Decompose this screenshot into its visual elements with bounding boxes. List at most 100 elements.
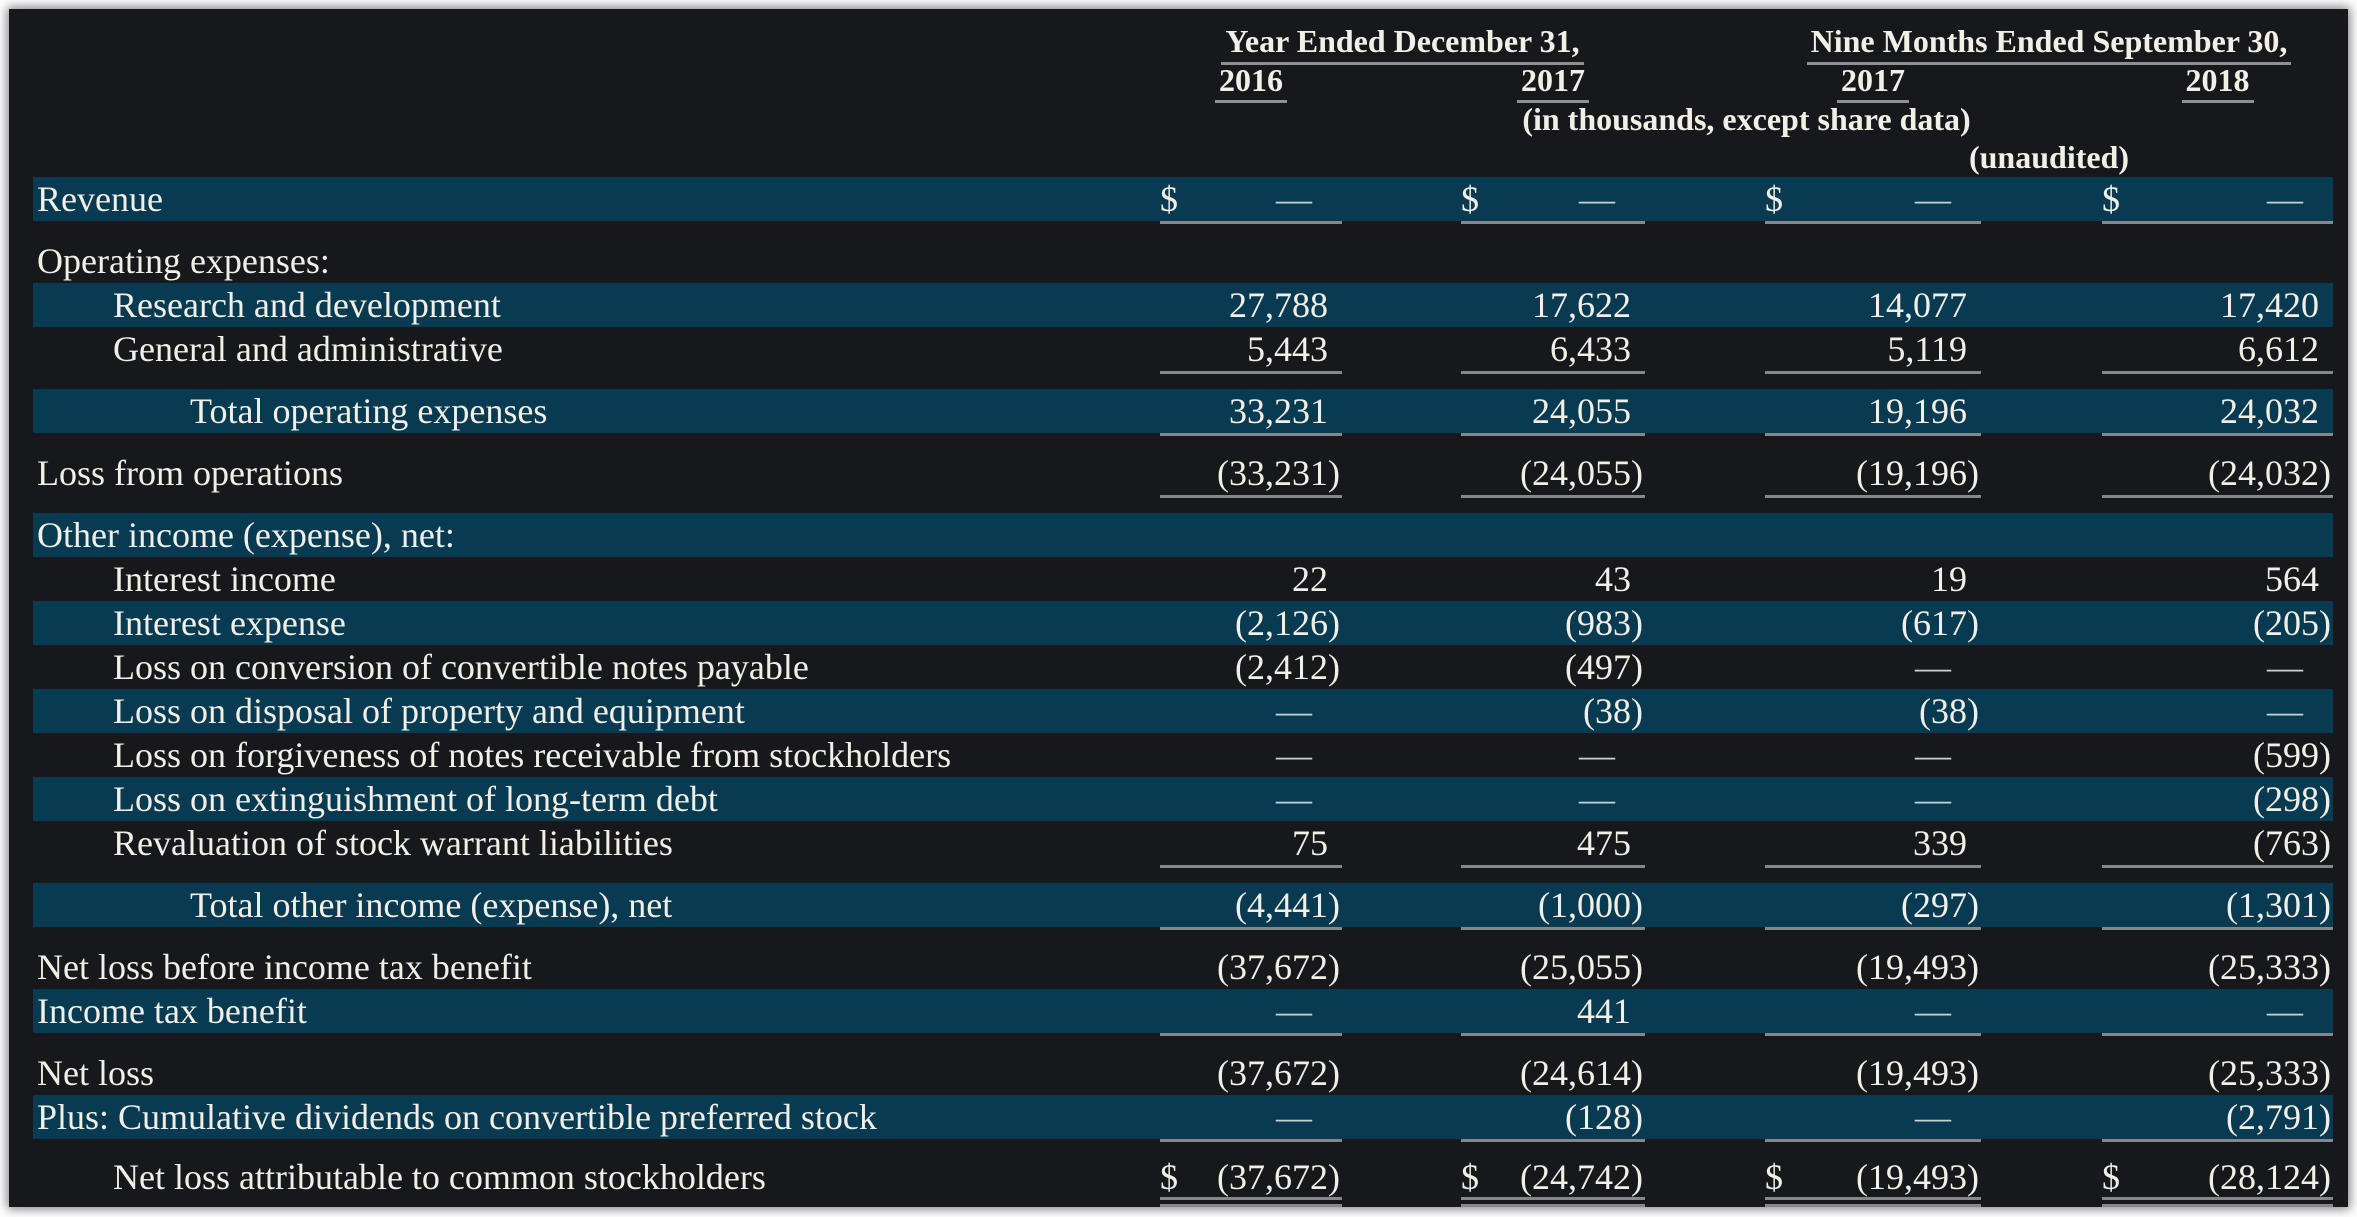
row-label: Net loss before income tax benefit xyxy=(37,947,532,987)
paren-cell: ) xyxy=(1967,691,1979,731)
paren-cell: ) xyxy=(1328,603,1340,643)
dollar-sign xyxy=(2102,821,2136,868)
value-cell: 24,055 xyxy=(1495,389,1631,436)
dollar-sign xyxy=(2102,283,2136,327)
paren-cell xyxy=(2319,645,2333,689)
value-cell: (763 xyxy=(2136,821,2319,868)
table-row: Plus: Cumulative dividends on convertibl… xyxy=(33,1095,2333,1142)
dollar-sign xyxy=(2102,989,2136,1036)
value-cell: (24,055 xyxy=(1495,451,1631,498)
dollar-sign xyxy=(1160,601,1194,645)
paren-cell xyxy=(1631,239,1645,283)
table-row: Interest income 22 43 19 564 xyxy=(33,557,2333,601)
value-cell: (2,791 xyxy=(2136,1095,2319,1142)
dollar-sign xyxy=(1160,883,1194,930)
column-gap xyxy=(1645,945,1765,989)
value-cell: — xyxy=(1799,1095,1967,1142)
value-cell: — xyxy=(1194,689,1328,733)
column-gap xyxy=(1342,989,1461,1036)
column-gap xyxy=(1645,689,1765,733)
paren-cell xyxy=(1328,821,1342,868)
column-gap xyxy=(1981,327,2102,374)
value-cell: — xyxy=(1799,733,1967,777)
dollar-sign: $ xyxy=(1461,177,1495,224)
value-cell: — xyxy=(2136,989,2319,1036)
value-cell xyxy=(1495,513,1631,557)
paren-cell: ) xyxy=(1328,947,1340,987)
column-gap xyxy=(1981,777,2102,821)
dollar-sign xyxy=(1160,689,1194,733)
dollar-sign xyxy=(1765,1095,1799,1142)
value-cell: (33,231 xyxy=(1194,451,1328,498)
period-header-row: Year Ended December 31, Nine Months Ende… xyxy=(33,21,2333,65)
column-gap xyxy=(1342,821,1461,868)
table-row: Loss on conversion of convertible notes … xyxy=(33,645,2333,689)
paren-cell: ) xyxy=(2319,735,2331,775)
value-cell xyxy=(1495,239,1631,283)
column-gap xyxy=(1645,177,1765,224)
paren-cell xyxy=(2319,989,2333,1036)
value-cell: 339 xyxy=(1799,821,1967,868)
dollar-sign: $ xyxy=(1765,1157,1799,1207)
paren-cell xyxy=(1967,645,1981,689)
table-row: Total operating expenses 33,231 24,055 19,1… xyxy=(33,389,2333,436)
value-cell: — xyxy=(2136,689,2319,733)
dollar-sign xyxy=(1160,733,1194,777)
paren-cell: ) xyxy=(2319,779,2331,819)
dollar-sign xyxy=(1461,239,1495,283)
table-row: Research and development 27,788 17,622 14,0… xyxy=(33,283,2333,327)
dollar-sign xyxy=(1765,1051,1799,1095)
dollar-sign xyxy=(1160,821,1194,868)
dollar-sign xyxy=(1461,327,1495,374)
year-ended-title: Year Ended December 31, xyxy=(1221,21,1584,65)
em-dash: — xyxy=(1276,779,1312,819)
dollar-sign: $ xyxy=(1765,177,1799,224)
units-note: (in thousands, except share data) xyxy=(1522,101,1971,137)
value-cell: (298 xyxy=(2253,779,2319,819)
paren-cell xyxy=(1967,821,1981,868)
paren-cell xyxy=(1967,777,1981,821)
dollar-sign xyxy=(2102,645,2136,689)
dollar-sign xyxy=(1160,451,1194,498)
dollar-sign xyxy=(1765,645,1799,689)
value-cell: 6,433 xyxy=(1495,327,1631,374)
column-gap xyxy=(1645,327,1765,374)
table-row: General and administrative 5,443 6,433 5,11… xyxy=(33,327,2333,374)
dollar-sign xyxy=(1461,1095,1495,1142)
value-cell: (25,333 xyxy=(2208,947,2319,987)
dollar-sign xyxy=(2102,327,2136,374)
column-gap xyxy=(1342,733,1461,777)
column-gap xyxy=(1981,689,2102,733)
column-gap xyxy=(1981,239,2102,283)
column-gap xyxy=(1981,821,2102,868)
table-row: Interest expense (2,126) (983) (617) (205) xyxy=(33,601,2333,645)
row-label: Net loss xyxy=(37,1053,154,1093)
column-gap xyxy=(1342,1157,1461,1207)
paren-cell: ) xyxy=(2319,603,2331,643)
column-gap xyxy=(1981,1095,2102,1142)
value-cell: 14,077 xyxy=(1868,285,1967,325)
column-gap xyxy=(1981,1157,2102,1207)
dollar-sign xyxy=(2102,945,2136,989)
dollar-sign xyxy=(1461,645,1495,689)
column-gap xyxy=(1645,283,1765,327)
em-dash: — xyxy=(1579,779,1615,819)
table-row: Income tax benefit — 441 — — xyxy=(33,989,2333,1036)
value-cell: (37,672 xyxy=(1217,1053,1328,1093)
value-cell: (24,032 xyxy=(2136,451,2319,498)
dollar-sign xyxy=(1765,451,1799,498)
row-label: Loss on forgiveness of notes receivable … xyxy=(113,735,952,775)
paren-cell xyxy=(1967,389,1981,436)
col-group-nine-months: Nine Months Ended September 30, xyxy=(1765,21,2333,65)
value-cell: (37,672 xyxy=(1217,947,1328,987)
paren-cell xyxy=(1967,283,1981,327)
dollar-sign xyxy=(1461,883,1495,930)
row-label: Loss on conversion of convertible notes … xyxy=(113,647,809,687)
value-cell: 22 xyxy=(1292,559,1328,599)
column-gap xyxy=(1981,451,2102,498)
paren-cell xyxy=(1328,239,1342,283)
dollar-sign xyxy=(1461,557,1495,601)
dollar-sign xyxy=(1765,689,1799,733)
dollar-sign xyxy=(1160,327,1194,374)
dollar-sign xyxy=(1160,1095,1194,1142)
